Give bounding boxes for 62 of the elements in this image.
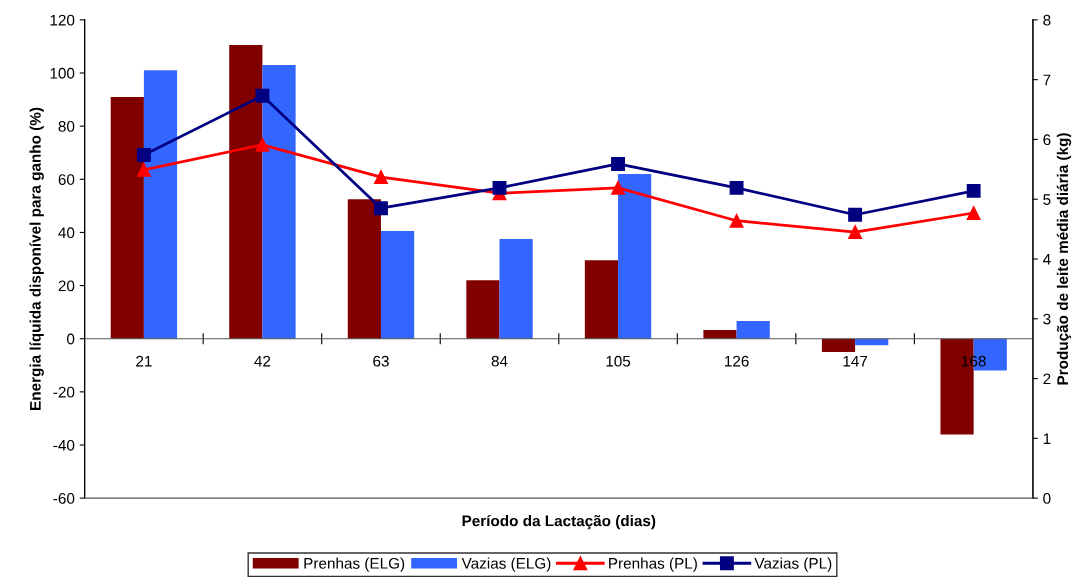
y-tick-label: -20 xyxy=(53,386,75,398)
point xyxy=(374,170,388,185)
bar xyxy=(736,320,770,339)
point xyxy=(255,88,270,103)
x-tick-label: 21 xyxy=(136,355,152,367)
y2-tick-label: 7 xyxy=(1043,74,1051,86)
bar xyxy=(618,173,652,339)
y-tick-label: -40 xyxy=(53,439,75,451)
point xyxy=(729,213,744,228)
point xyxy=(374,201,388,216)
point xyxy=(492,180,507,195)
y2-tick-label: 5 xyxy=(1043,194,1051,205)
point xyxy=(966,183,981,198)
bar xyxy=(380,231,415,339)
x-tick-label: 42 xyxy=(254,355,271,367)
bar xyxy=(703,329,737,339)
legend-label: Prenhas (ELG) xyxy=(304,557,405,572)
x-tick-label: 105 xyxy=(606,355,631,367)
bar xyxy=(855,338,889,346)
y2-tick-label: 4 xyxy=(1042,254,1051,265)
bar xyxy=(347,199,381,339)
y-tick-label: 120 xyxy=(50,14,75,26)
y-tick-label: 20 xyxy=(58,280,75,292)
x-tick-label: 63 xyxy=(373,355,389,367)
point xyxy=(611,180,625,195)
y2-tick-label: 1 xyxy=(1043,433,1051,444)
y-tick-label: 60 xyxy=(58,174,75,185)
bar xyxy=(143,70,178,339)
y-tick-label: -60 xyxy=(53,493,75,504)
x-axis-title: Período da Lactação (dias) xyxy=(462,514,656,530)
bar xyxy=(262,65,296,339)
x-tick-label: 84 xyxy=(491,355,508,367)
x-tick-label: 126 xyxy=(725,355,749,367)
bar xyxy=(584,260,619,339)
y2-tick-label: 0 xyxy=(1043,493,1051,504)
point xyxy=(611,156,625,171)
point xyxy=(136,162,151,177)
y-tick-label: 40 xyxy=(58,227,75,239)
y-tick-label: 100 xyxy=(50,67,75,79)
point xyxy=(848,225,863,240)
y2-tick-label: 8 xyxy=(1043,14,1051,26)
bar xyxy=(499,239,533,339)
y2-tick-label: 2 xyxy=(1043,373,1051,385)
legend-label: Vazias (PL) xyxy=(754,557,832,572)
y2-tick-label: 6 xyxy=(1043,134,1051,146)
bar xyxy=(229,45,263,339)
legend-label: Vazias (ELG) xyxy=(461,557,551,572)
x-tick-label: 147 xyxy=(843,355,868,367)
y-tick-label: 80 xyxy=(58,121,75,132)
point xyxy=(848,207,863,222)
y-tick-label: 0 xyxy=(67,333,75,345)
point xyxy=(729,180,744,195)
point xyxy=(136,148,151,162)
legend-label: Prenhas (PL) xyxy=(609,557,697,572)
bar xyxy=(466,280,500,339)
y2-tick-label: 3 xyxy=(1043,313,1051,325)
point xyxy=(255,137,270,152)
y2-axis-title: Produção de leite média diária (kg) xyxy=(1056,133,1072,385)
bar xyxy=(821,338,856,353)
point xyxy=(966,206,981,220)
y-axis-title: Energia líquida disponível para ganho (%) xyxy=(29,107,44,410)
bar xyxy=(110,96,144,339)
